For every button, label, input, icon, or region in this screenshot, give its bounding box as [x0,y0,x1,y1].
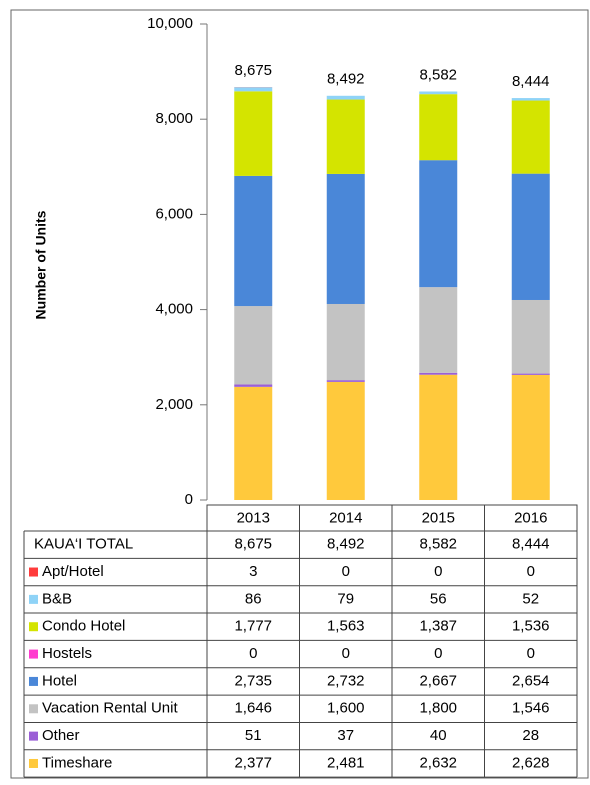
table-cell: 2,735 [234,672,272,689]
bar-segment [234,91,272,176]
table-cell: 0 [249,645,257,662]
legend-swatch [29,677,38,686]
bar-segment [327,382,365,500]
row-label: B&B [42,590,72,607]
y-tick-label: 4,000 [155,301,193,318]
bar-segment [327,380,365,382]
bar-segment [512,98,550,100]
table-cell: 1,646 [234,700,272,717]
bar-segment [419,91,457,94]
table-cell: 56 [430,590,447,607]
table-cell: 2,481 [327,754,365,771]
row-label: Vacation Rental Unit [42,700,178,717]
row-label: Timeshare [42,754,112,771]
row-label: KAUA‘I TOTAL [34,536,133,553]
y-tick-label: 8,000 [155,110,193,127]
bar-segment [234,176,272,306]
table-cell: 2,732 [327,672,365,689]
table-cell: 0 [434,645,442,662]
table-cell: 2,667 [419,672,457,689]
legend-swatch [29,650,38,659]
table-cell: 0 [527,563,535,580]
bar-segment [512,375,550,500]
bar-segment [419,373,457,375]
table-cell: 8,444 [512,536,550,553]
y-axis-label: Number of Units [33,210,49,319]
x-tick-label: 2015 [422,509,455,526]
table-cell: 8,492 [327,536,365,553]
table-cell: 1,777 [234,618,272,635]
y-tick-label: 10,000 [147,15,193,32]
bar-segment [512,300,550,374]
bar-segment [327,96,365,100]
bar-segment [327,174,365,304]
bar-segment [419,94,457,160]
bar-segment [512,101,550,174]
table-cell: 28 [522,727,539,744]
bar-segment [419,160,457,287]
bar-segment [327,100,365,174]
bar-segment [512,374,550,375]
legend-swatch [29,759,38,768]
bar-segment [419,375,457,500]
table-cell: 2,377 [234,754,272,771]
x-tick-label: 2014 [329,509,362,526]
total-label: 8,492 [327,71,365,88]
table-cell: 52 [522,590,539,607]
bar-segment [234,387,272,500]
table-cell: 0 [342,563,350,580]
table-cell: 37 [337,727,354,744]
row-label: Hostels [42,645,92,662]
x-tick-label: 2016 [514,509,547,526]
row-label: Hotel [42,672,77,689]
bar-segment [327,304,365,380]
table-cell: 0 [434,563,442,580]
bar-segment [234,306,272,384]
table-cell: 86 [245,590,262,607]
table-cell: 1,546 [512,700,550,717]
y-tick-label: 6,000 [155,205,193,222]
total-label: 8,444 [512,73,550,90]
total-label: 8,582 [419,66,457,83]
table-cell: 1,600 [327,700,365,717]
table-cell: 1,563 [327,618,365,635]
table-cell: 1,800 [419,700,457,717]
row-label: Other [42,727,80,744]
bar-segment [234,87,272,91]
table-cell: 8,582 [419,536,457,553]
table-cell: 2,628 [512,754,550,771]
total-label: 8,675 [234,62,272,79]
legend-swatch [29,595,38,604]
y-tick-label: 2,000 [155,396,193,413]
table-cell: 1,536 [512,618,550,635]
x-tick-label: 2013 [237,509,270,526]
row-label: Condo Hotel [42,618,125,635]
row-label: Apt/Hotel [42,563,104,580]
y-tick-label: 0 [185,491,193,508]
bar-segment [512,174,550,300]
table-cell: 2,632 [419,754,457,771]
table-cell: 0 [342,645,350,662]
table-cell: 2,654 [512,672,550,689]
legend-swatch [29,704,38,713]
bar-segment [234,384,272,386]
legend-swatch [29,732,38,741]
legend-swatch [29,622,38,631]
table-cell: 0 [527,645,535,662]
table-cell: 3 [249,563,257,580]
bar-segment [419,287,457,373]
table-cell: 79 [337,590,354,607]
table-cell: 40 [430,727,447,744]
table-cell: 1,387 [419,618,457,635]
table-cell: 51 [245,727,262,744]
legend-swatch [29,568,38,577]
table-cell: 8,675 [234,536,272,553]
